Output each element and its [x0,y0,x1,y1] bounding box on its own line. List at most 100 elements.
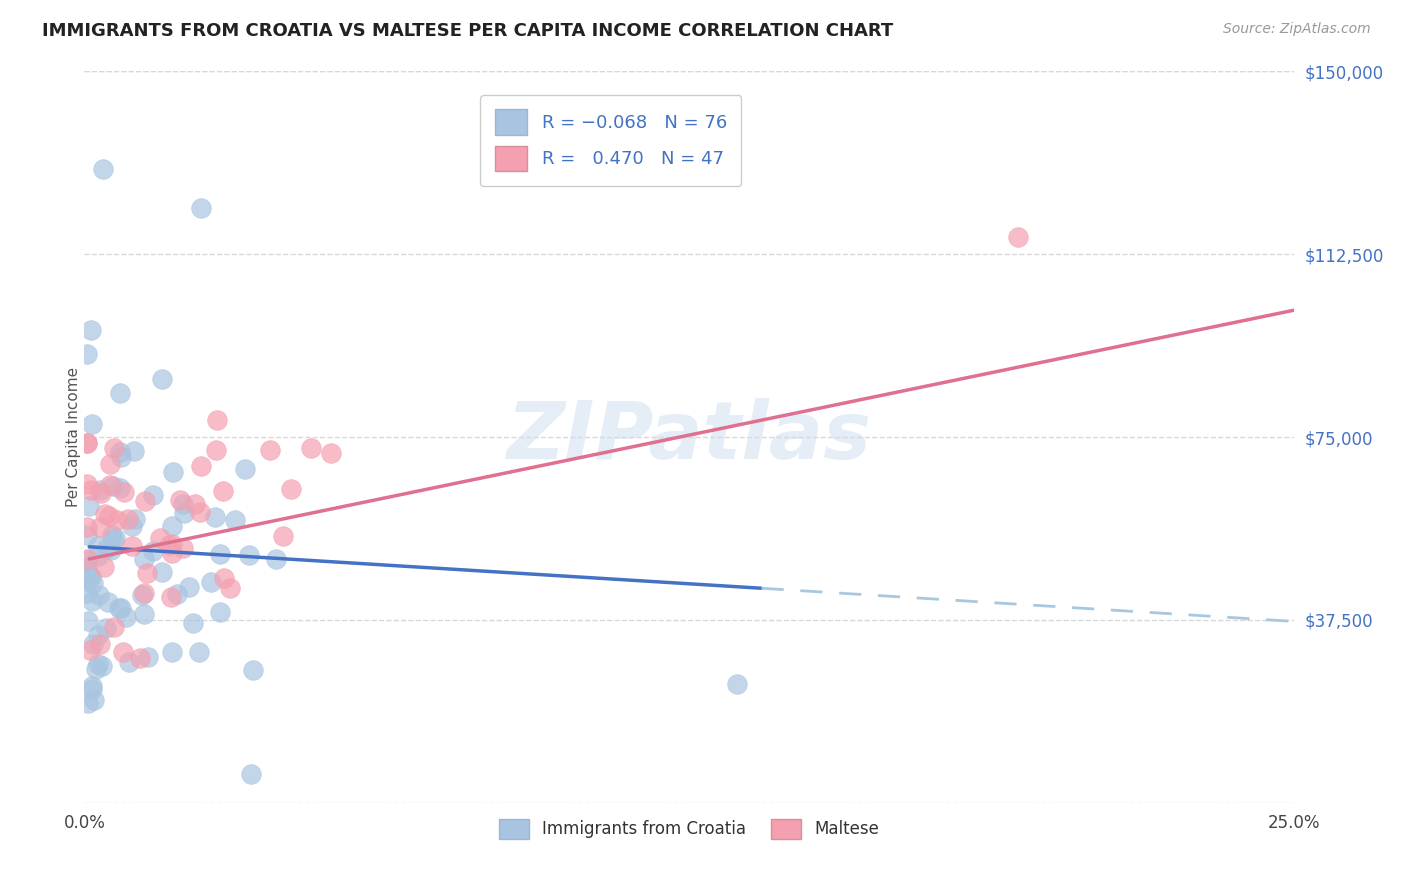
Point [76,477,98,491]
Point [205,412,228,426]
Point [233,461,256,475]
Point [142,543,165,558]
Point [103,620,125,634]
Point [87,588,110,602]
Point [101,528,124,542]
Point [80,417,103,432]
Point [82,575,104,590]
Point [131,588,153,602]
Point [76,574,98,588]
Point [162,465,184,479]
Point [87,539,110,553]
Point [110,450,132,464]
Point [204,509,226,524]
Point [110,601,132,615]
Point [166,587,188,601]
Point [319,446,342,460]
Point [136,650,159,665]
Point [82,637,104,651]
Point [108,482,131,496]
Point [98,508,121,523]
Point [169,493,191,508]
Point [91,658,114,673]
Point [79,499,101,513]
Point [84,662,107,676]
Point [83,693,105,707]
Point [80,483,103,498]
Point [93,560,115,574]
Point [1007,230,1029,244]
Point [76,347,98,361]
Point [259,442,281,457]
Point [129,651,152,665]
Point [134,586,156,600]
Point [76,436,98,450]
Point [188,645,211,659]
Point [98,457,121,471]
Point [96,621,118,635]
Point [117,511,139,525]
Point [101,533,124,547]
Point [124,511,146,525]
Point [173,506,195,520]
Point [224,513,246,527]
Point [134,494,156,508]
Point [121,539,143,553]
Point [96,541,118,555]
Point [160,590,183,604]
Point [208,605,231,619]
Point [94,507,117,521]
Point [82,594,104,608]
Point [238,548,260,562]
Point [82,681,104,696]
Text: ZIPatlas: ZIPatlas [506,398,872,476]
Point [157,538,180,552]
Point [160,537,183,551]
Point [160,546,183,560]
Point [205,442,228,457]
Point [79,643,101,657]
Point [271,529,294,543]
Point [240,766,263,780]
Point [172,498,194,512]
Point [112,484,135,499]
Point [132,552,155,566]
Point [211,483,233,498]
Point [212,571,235,585]
Point [87,628,110,642]
Legend: Immigrants from Croatia, Maltese: Immigrants from Croatia, Maltese [492,812,886,846]
Point [97,595,120,609]
Point [160,519,183,533]
Point [149,531,172,545]
Point [108,386,131,401]
Point [80,570,103,584]
Point [181,616,204,631]
Point [150,371,173,385]
Point [132,607,155,622]
Point [190,201,212,215]
Point [105,513,128,527]
Point [90,486,112,500]
Text: IMMIGRANTS FROM CROATIA VS MALTESE PER CAPITA INCOME CORRELATION CHART: IMMIGRANTS FROM CROATIA VS MALTESE PER C… [42,22,893,40]
Point [122,444,145,458]
Text: Source: ZipAtlas.com: Source: ZipAtlas.com [1223,22,1371,37]
Point [77,696,100,710]
Point [242,663,264,677]
Point [76,552,98,566]
Point [115,610,138,624]
Point [299,441,322,455]
Point [89,520,111,534]
Point [91,161,114,176]
Point [184,497,207,511]
Point [725,677,748,691]
Point [101,478,124,492]
Point [103,441,125,455]
Point [135,566,157,580]
Point [280,482,302,496]
Point [89,637,111,651]
Point [98,477,121,491]
Point [89,483,111,497]
Point [76,528,98,542]
Point [108,600,131,615]
Point [188,505,211,519]
